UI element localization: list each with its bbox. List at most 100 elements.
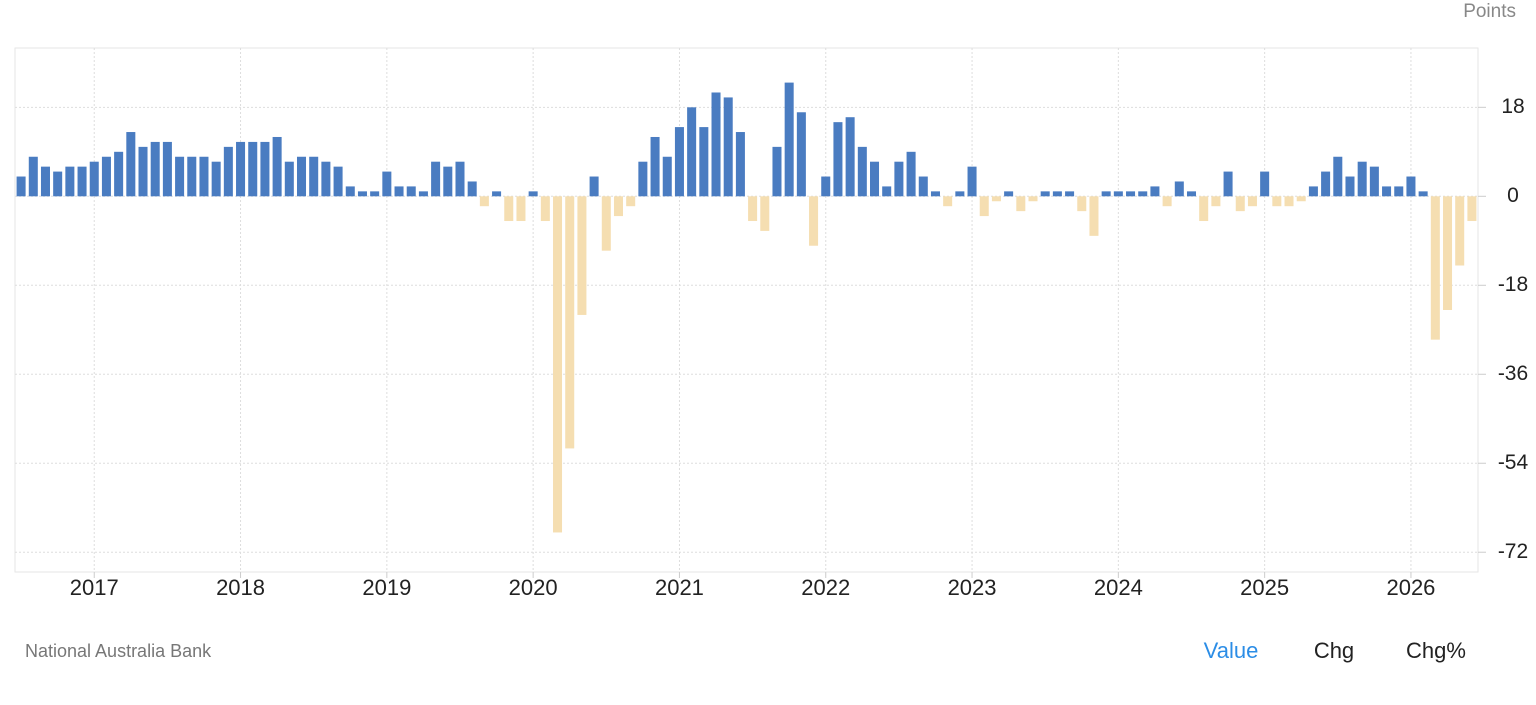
bar: [553, 196, 563, 533]
bar: [760, 196, 770, 231]
bar: [1333, 156, 1343, 197]
range-button[interactable]: Chg%: [1406, 638, 1466, 663]
range-button[interactable]: Chg: [1314, 638, 1354, 663]
y-tick-label: -36: [1498, 362, 1528, 385]
x-tick-label: 2023: [948, 575, 997, 600]
bar: [1186, 191, 1197, 197]
bar: [528, 191, 538, 197]
bar: [784, 82, 794, 197]
x-tick-label: 2026: [1386, 575, 1435, 600]
x-tick-label: 2017: [70, 575, 119, 600]
bar: [162, 141, 172, 197]
bar: [650, 136, 660, 197]
x-tick-label: 2022: [801, 575, 850, 600]
bar: [1321, 171, 1331, 197]
bar: [589, 176, 599, 197]
bar: [418, 191, 428, 197]
bar: [479, 196, 489, 207]
bar: [1028, 196, 1038, 202]
bar: [626, 196, 636, 207]
bar: [1260, 171, 1270, 197]
bar: [991, 196, 1001, 202]
bar: [1211, 196, 1221, 207]
bar: [833, 122, 843, 197]
bar: [516, 196, 526, 222]
bar: [382, 171, 392, 197]
bar: [1455, 196, 1465, 266]
bar: [1418, 191, 1428, 197]
bar: [504, 196, 514, 222]
bar: [1345, 176, 1355, 197]
bar: [1052, 191, 1062, 197]
bar: [357, 191, 367, 197]
bar: [821, 176, 831, 197]
x-tick-label: 2018: [216, 575, 265, 600]
bar: [711, 92, 721, 197]
bar: [431, 161, 441, 197]
bar: [540, 196, 550, 222]
bar: [1174, 181, 1184, 197]
bar: [406, 186, 416, 197]
bar: [1467, 196, 1477, 222]
bar: [101, 156, 111, 197]
bar: [77, 166, 87, 197]
bar: [1040, 191, 1050, 197]
bar: [1150, 186, 1160, 197]
bar: [601, 196, 611, 251]
bar: [443, 166, 453, 197]
bar: [16, 176, 26, 197]
bar: [772, 146, 782, 197]
bar: [1101, 191, 1111, 197]
bar: [1443, 196, 1453, 310]
bar: [53, 171, 63, 197]
range-button[interactable]: Value: [1204, 638, 1259, 663]
source: National Australia Bank: [25, 641, 212, 661]
bar: [845, 117, 855, 197]
bar: [492, 191, 502, 197]
bar: [699, 127, 709, 197]
bar: [796, 112, 806, 197]
bar: [1004, 191, 1014, 197]
bar: [65, 166, 75, 197]
bar: [1113, 191, 1123, 197]
bar: [577, 196, 587, 315]
bar: [894, 161, 904, 197]
bar: [1406, 176, 1416, 197]
bar: [126, 132, 136, 197]
bar: [345, 186, 355, 197]
bar: [918, 176, 928, 197]
bar: [175, 156, 185, 197]
y-tick-label: 18: [1501, 95, 1524, 118]
bar: [1394, 186, 1404, 197]
bar: [321, 161, 331, 197]
bar: [272, 136, 282, 197]
bar: [687, 107, 697, 197]
bar: [211, 161, 221, 197]
bar: [1369, 166, 1379, 197]
bar: [662, 156, 672, 197]
bar: [1016, 196, 1026, 212]
bar: [930, 191, 940, 197]
y-tick-label: -18: [1498, 273, 1528, 296]
bar: [394, 186, 404, 197]
bar: [967, 166, 977, 197]
bar: [1089, 196, 1099, 236]
bar: [455, 161, 465, 197]
bar: [1199, 196, 1209, 222]
bar: [748, 196, 758, 222]
bar: [1126, 191, 1136, 197]
bar: [674, 127, 684, 197]
bar: [150, 141, 160, 197]
bar: [248, 141, 258, 197]
bar: [943, 196, 953, 207]
bar: [40, 166, 50, 197]
bar: [955, 191, 965, 197]
y-tick-label: -54: [1498, 451, 1529, 474]
bar: [467, 181, 477, 197]
bar: [735, 132, 745, 197]
bar: [28, 156, 38, 197]
bar: [723, 97, 733, 197]
bar: [284, 161, 294, 197]
bar: [979, 196, 989, 217]
